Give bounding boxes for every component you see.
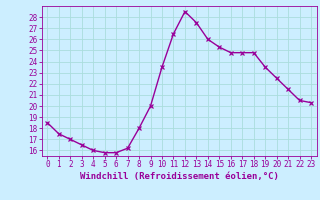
X-axis label: Windchill (Refroidissement éolien,°C): Windchill (Refroidissement éolien,°C) bbox=[80, 172, 279, 181]
